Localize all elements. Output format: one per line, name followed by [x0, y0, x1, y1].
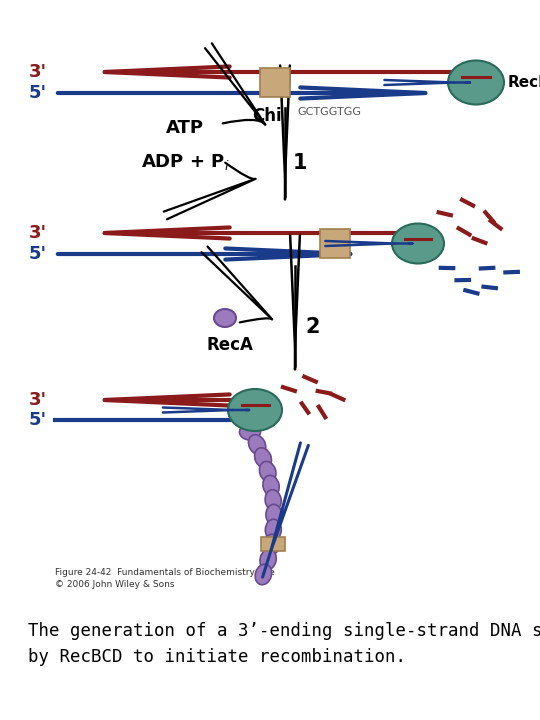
Ellipse shape — [214, 309, 236, 327]
Ellipse shape — [266, 505, 282, 526]
FancyBboxPatch shape — [320, 229, 350, 258]
Ellipse shape — [260, 549, 276, 570]
Text: 2: 2 — [305, 317, 320, 337]
Text: Figure 24-42  Fundamentals of Biochemistry, 2/e: Figure 24-42 Fundamentals of Biochemistr… — [55, 568, 275, 577]
Text: RecA: RecA — [207, 336, 253, 354]
Text: The generation of a 3’-ending single-strand DNA segment: The generation of a 3’-ending single-str… — [28, 622, 540, 640]
FancyBboxPatch shape — [261, 536, 286, 551]
Ellipse shape — [265, 490, 281, 510]
Ellipse shape — [264, 534, 279, 555]
Ellipse shape — [240, 424, 260, 440]
Ellipse shape — [448, 60, 504, 104]
Ellipse shape — [392, 223, 444, 264]
Text: 5': 5' — [29, 84, 47, 102]
Text: Chi: Chi — [252, 107, 282, 125]
Text: 3': 3' — [29, 63, 47, 81]
Text: 5': 5' — [29, 245, 47, 263]
Ellipse shape — [265, 519, 281, 540]
Ellipse shape — [248, 435, 266, 454]
Text: © 2006 John Wiley & Sons: © 2006 John Wiley & Sons — [55, 580, 174, 589]
Text: 3': 3' — [29, 391, 47, 409]
Text: GCTGGTGG: GCTGGTGG — [297, 107, 361, 117]
Ellipse shape — [263, 475, 279, 496]
Text: by RecBCD to initiate recombination.: by RecBCD to initiate recombination. — [28, 648, 406, 666]
Text: 5': 5' — [29, 411, 47, 429]
Text: 3': 3' — [29, 224, 47, 242]
Ellipse shape — [228, 389, 282, 431]
Ellipse shape — [254, 448, 272, 468]
Text: ADP + P$_i$: ADP + P$_i$ — [141, 152, 230, 172]
Text: 1: 1 — [293, 153, 307, 173]
Text: RecBCD: RecBCD — [508, 75, 540, 90]
Ellipse shape — [255, 564, 272, 585]
Ellipse shape — [259, 462, 276, 482]
FancyBboxPatch shape — [260, 68, 290, 97]
Text: ATP: ATP — [166, 119, 204, 137]
